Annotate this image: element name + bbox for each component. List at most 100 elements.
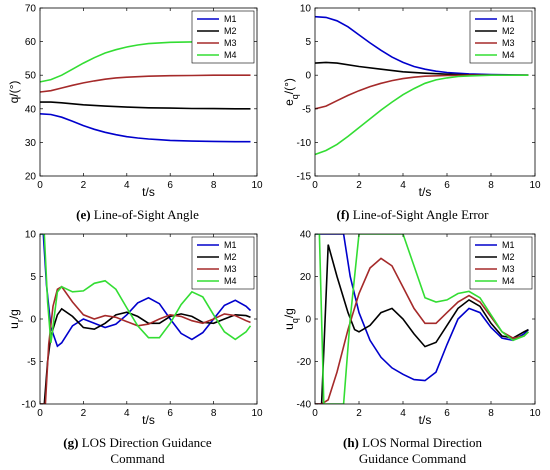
series-line-m1 (315, 234, 529, 382)
legend-label-m2: M2 (502, 252, 515, 262)
y-axis-label: q/(°) (7, 81, 21, 104)
x-axis-label: t/s (419, 413, 432, 427)
y-axis-label: uq/g (282, 308, 300, 330)
series-line-m2 (315, 244, 529, 404)
series-line-m4 (315, 74, 529, 156)
x-tick-label: 2 (81, 408, 87, 419)
chart-panel-f: 0 2 4 6 8 10 -15 -10 -5 0 5 10 t/s eq/(°) M1 M2 M3 M4 (282, 4, 541, 200)
caption-g-line1: LOS Direction Guidance (81, 435, 212, 450)
legend-label-m2: M2 (502, 26, 515, 36)
caption-f: (f) Line-of-Sight Angle Error (275, 207, 550, 223)
legend-label-m3: M3 (224, 264, 237, 274)
y-axis-label: eq/(°) (282, 78, 300, 106)
legend-label-m1: M1 (502, 14, 515, 24)
x-tick-label: 2 (356, 180, 362, 191)
chart-panel-e: 0 2 4 6 8 10 20 30 40 50 60 70 t/s q/(°) M1 M2 M3 M4 (7, 4, 263, 200)
y-tick-label: 5 (30, 272, 36, 283)
legend-label-m1: M1 (224, 240, 237, 250)
chart-panel-g: 0 2 4 6 8 10 -10 -5 0 5 10 t/s ur/g M1 M2 M3 M4 (7, 230, 263, 428)
x-tick-label: 4 (124, 408, 130, 419)
y-tick-label: 0 (305, 71, 311, 82)
legend-label-m4: M4 (224, 50, 237, 60)
series-line-m3 (315, 74, 529, 110)
series-line-m3 (40, 74, 251, 93)
y-tick-label: 10 (300, 4, 312, 15)
caption-g-line2: Command (110, 451, 165, 466)
y-tick-label: -20 (297, 357, 312, 368)
caption-g-letter: (g) (63, 435, 79, 450)
y-tick-label: -15 (297, 172, 312, 183)
legend: M1 M2 M3 M4 (191, 10, 255, 64)
x-tick-label: 6 (444, 180, 450, 191)
x-tick-label: 6 (444, 408, 450, 419)
legend-label-m2: M2 (224, 26, 237, 36)
caption-h-letter: (h) (342, 435, 359, 450)
x-tick-label: 10 (251, 408, 263, 419)
legend-label-m4: M4 (502, 276, 515, 286)
legend-label-m4: M4 (224, 276, 237, 286)
y-axis-label: ur/g (7, 309, 25, 329)
x-tick-label: 6 (167, 408, 173, 419)
x-tick-label: 0 (312, 180, 318, 191)
series-line-m2 (40, 307, 251, 404)
legend-label-m1: M1 (224, 14, 237, 24)
series-line-m1 (40, 113, 251, 143)
x-axis-label: t/s (142, 413, 155, 427)
legend-label-m3: M3 (502, 38, 515, 48)
y-tick-label: 40 (300, 230, 312, 241)
y-tick-label: 70 (25, 4, 37, 15)
x-tick-label: 0 (37, 180, 43, 191)
x-tick-label: 4 (124, 180, 130, 191)
x-tick-label: 0 (37, 408, 43, 419)
x-tick-label: 8 (488, 408, 494, 419)
y-tick-label: 0 (305, 315, 311, 326)
caption-g: (g) LOS Direction Guidance Command (0, 435, 275, 467)
x-tick-label: 10 (529, 408, 541, 419)
x-axis-label: t/s (419, 185, 432, 199)
series-line-m2 (40, 101, 251, 110)
series-line-m3 (40, 285, 251, 404)
y-tick-label: 20 (25, 172, 37, 183)
y-tick-label: -40 (297, 400, 312, 411)
x-tick-label: 8 (211, 180, 217, 191)
caption-e: (e) Line-of-Sight Angle (0, 207, 275, 223)
x-tick-label: 2 (81, 180, 87, 191)
chart-panel-h: 0 2 4 6 8 10 -40 -20 0 20 40 t/s uq/g M1 M2 M3 M4 (282, 230, 541, 428)
y-tick-label: -10 (297, 138, 312, 149)
x-axis-label: t/s (142, 185, 155, 199)
y-tick-label: 0 (30, 315, 36, 326)
x-tick-label: 0 (312, 408, 318, 419)
y-tick-label: -5 (302, 104, 311, 115)
legend: M1 M2 M3 M4 (469, 236, 533, 290)
x-tick-label: 6 (167, 180, 173, 191)
legend-label-m3: M3 (224, 38, 237, 48)
y-tick-label: 50 (25, 71, 37, 82)
legend-label-m1: M1 (502, 240, 515, 250)
caption-e-line1: Line-of-Sight Angle (93, 207, 199, 222)
series-line-m4 (40, 234, 252, 343)
legend-label-m2: M2 (224, 252, 237, 262)
x-tick-label: 4 (400, 180, 406, 191)
legend-label-m3: M3 (502, 264, 515, 274)
legend: M1 M2 M3 M4 (469, 10, 533, 64)
series-line-m4 (315, 234, 529, 404)
x-tick-label: 8 (211, 408, 217, 419)
x-tick-label: 10 (529, 180, 541, 191)
caption-h-line1: LOS Normal Direction (362, 435, 482, 450)
y-tick-label: 10 (25, 230, 37, 241)
caption-h: (h) LOS Normal Direction Guidance Comman… (275, 435, 550, 467)
plot-frame (39, 7, 258, 177)
caption-f-line1: Line-of-Sight Angle Error (352, 207, 489, 222)
y-tick-label: -10 (22, 400, 37, 411)
caption-e-letter: (e) (76, 207, 91, 222)
plot-frame (314, 7, 536, 177)
x-tick-label: 8 (488, 180, 494, 191)
legend-label-m4: M4 (502, 50, 515, 60)
y-tick-label: 60 (25, 37, 37, 48)
y-tick-label: 30 (25, 138, 37, 149)
y-tick-label: 20 (300, 272, 312, 283)
x-tick-label: 2 (356, 408, 362, 419)
legend: M1 M2 M3 M4 (191, 236, 255, 290)
y-tick-label: 5 (305, 37, 311, 48)
